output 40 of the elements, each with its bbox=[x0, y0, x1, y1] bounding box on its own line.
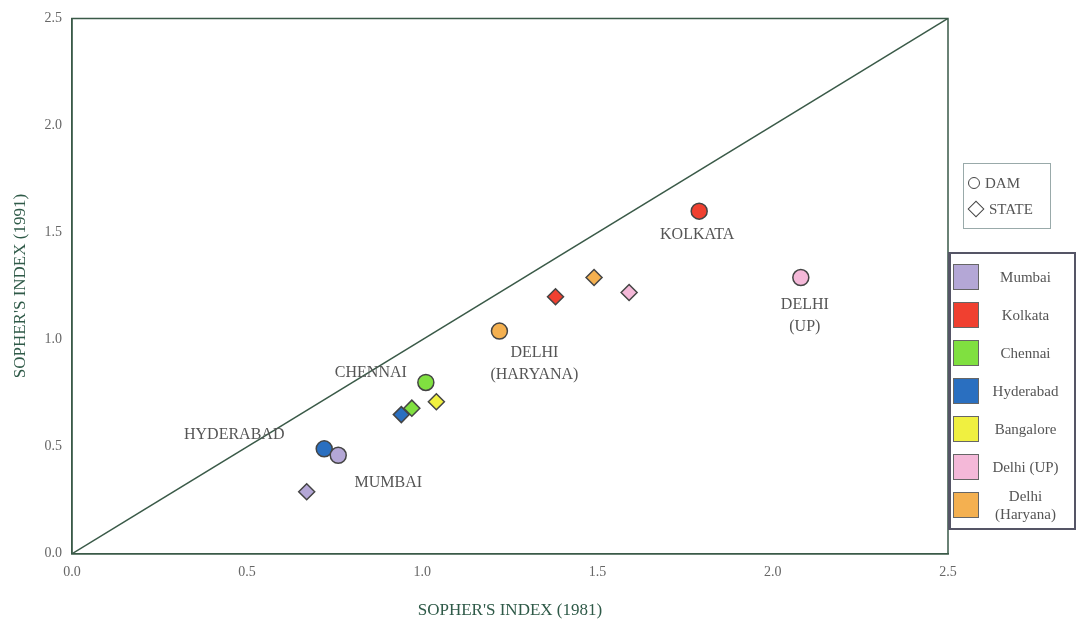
point bbox=[490, 322, 509, 340]
x-tick-label: 2.0 bbox=[764, 563, 782, 579]
point bbox=[392, 405, 411, 424]
x-tick-label: 1.5 bbox=[588, 563, 607, 579]
legend-label: Mumbai bbox=[999, 268, 1052, 286]
x-axis-title: SOPHER'S INDEX (1981) bbox=[417, 600, 603, 620]
legend-label: Chennai bbox=[999, 344, 1052, 362]
point bbox=[403, 399, 421, 417]
point bbox=[690, 202, 708, 220]
point bbox=[792, 268, 810, 287]
point bbox=[427, 393, 446, 411]
y-tick-label: 2.0 bbox=[44, 117, 62, 133]
x-tick-label: 0.5 bbox=[238, 563, 256, 579]
y-tick-label: 0.5 bbox=[44, 438, 62, 454]
x-tick-label: 2.5 bbox=[939, 563, 957, 579]
text: DAM bbox=[985, 174, 1021, 192]
y-tick-label: 1.0 bbox=[44, 331, 62, 347]
point bbox=[546, 288, 565, 306]
y-tick-label: 1.5 bbox=[44, 224, 62, 240]
legend-label: Delhi (UP) bbox=[991, 458, 1060, 476]
point bbox=[620, 283, 638, 302]
y-axis-title: SOPHER'S INDEX (1991) bbox=[9, 193, 29, 379]
legend-label: Kolkata bbox=[1000, 306, 1051, 324]
text: STATE bbox=[989, 200, 1033, 218]
y-tick-label: 2.5 bbox=[44, 10, 62, 26]
annotation: MUMBAI bbox=[354, 473, 423, 491]
annotation: KOLKATA bbox=[660, 225, 735, 243]
y-tick-label: 0.0 bbox=[44, 545, 62, 561]
x-tick-label: 1.0 bbox=[413, 563, 432, 579]
point bbox=[329, 446, 347, 465]
legend-label: Bangalore bbox=[993, 420, 1058, 438]
point bbox=[585, 268, 603, 287]
point bbox=[297, 482, 316, 501]
point bbox=[315, 440, 333, 458]
legend-label: Delhi (Haryana) bbox=[994, 487, 1057, 523]
x-tick-label: 0.0 bbox=[63, 563, 81, 579]
annotation: DELHI (HARYANA) bbox=[490, 343, 579, 384]
annotation: DELHI (UP) bbox=[780, 294, 829, 335]
point bbox=[417, 373, 435, 392]
legend-label: Hyderabad bbox=[991, 382, 1060, 400]
